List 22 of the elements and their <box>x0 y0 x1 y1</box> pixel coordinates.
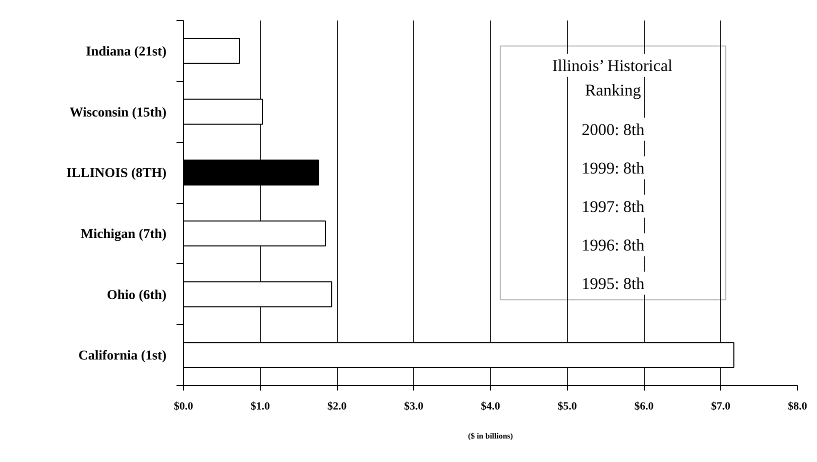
annotation: Illinois’ Historical Ranking <box>552 56 673 100</box>
y-tick-label: ILLINOIS (8TH) <box>66 165 167 180</box>
y-tick-label: Wisconsin (15th) <box>70 104 167 120</box>
annotation: 2000: 8th <box>582 120 646 139</box>
x-tick-label: $1.0 <box>250 400 270 412</box>
x-tick-label: $7.0 <box>711 400 731 412</box>
x-tick-label: $4.0 <box>480 400 501 412</box>
y-tick-label: Indiana (21st) <box>86 43 167 58</box>
y-tick-label: Michigan (7th) <box>80 226 167 241</box>
annotation: 1996: 8th <box>582 235 646 254</box>
x-axis-title: ($ in billions) <box>468 432 514 440</box>
annotation: 1997: 8th <box>582 196 646 216</box>
x-tick-label: $2.0 <box>327 400 348 412</box>
x-tick-label: $8.0 <box>788 400 808 412</box>
x-tick-label: $5.0 <box>558 400 578 412</box>
y-tick-label: California (1st) <box>78 348 167 363</box>
x-tick-label: $0.0 <box>174 400 194 412</box>
y-tick-label: Ohio (6th) <box>106 286 167 302</box>
annotation: 1999: 8th <box>582 158 646 178</box>
x-tick-label: $3.0 <box>404 400 424 412</box>
annotation: 1995: 8th <box>582 274 646 293</box>
x-tick-label: $6.0 <box>634 400 654 412</box>
